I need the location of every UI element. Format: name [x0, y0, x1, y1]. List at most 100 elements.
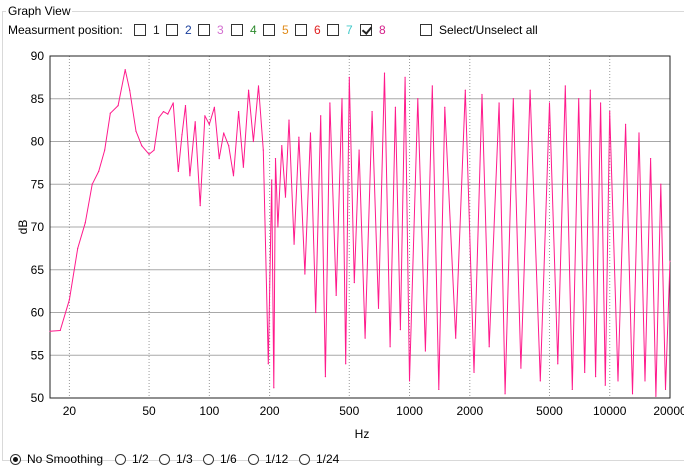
position-7-checkbox[interactable]: 7: [327, 22, 353, 38]
radio-circle[interactable]: [10, 453, 21, 465]
checkbox-box[interactable]: [134, 24, 146, 36]
chart-grid: [50, 55, 671, 399]
data-point: [199, 205, 201, 207]
data-point: [571, 388, 573, 391]
smoothing-label: 1/3: [176, 452, 193, 466]
data-point: [358, 149, 360, 151]
data-point: [399, 329, 401, 331]
smoothing-option-none[interactable]: No Smoothing: [10, 451, 103, 467]
radio-circle[interactable]: [115, 453, 126, 465]
y-tick-label: 55: [31, 348, 45, 362]
x-tick-label: 1000: [396, 404, 423, 418]
data-point: [604, 384, 606, 386]
data-point: [383, 72, 386, 74]
data-point: [172, 102, 174, 104]
smoothing-options: No Smoothing 1/2 1/3 1/6 1/12 1/24: [0, 451, 684, 467]
position-4-checkbox[interactable]: 4: [231, 22, 257, 38]
data-point: [438, 388, 440, 391]
x-tick-label: 20: [63, 404, 77, 418]
radio-circle[interactable]: [248, 453, 259, 465]
data-point: [512, 98, 514, 100]
x-tick-label: 10000: [593, 404, 627, 418]
data-point: [262, 149, 264, 151]
data-point: [77, 247, 79, 249]
data-point: [389, 346, 391, 348]
radio-circle[interactable]: [203, 453, 214, 465]
data-point: [223, 132, 225, 134]
checkbox-box[interactable]: [295, 24, 307, 36]
data-point: [324, 376, 327, 378]
radio-circle[interactable]: [299, 453, 310, 465]
checkbox-box[interactable]: [166, 24, 178, 36]
data-point: [345, 363, 347, 365]
data-point: [488, 346, 490, 348]
smoothing-option-1-3[interactable]: 1/3: [159, 451, 193, 467]
data-point: [364, 337, 366, 339]
checkbox-box[interactable]: [198, 24, 210, 36]
data-point: [104, 149, 106, 151]
data-point: [281, 145, 283, 147]
x-tick-label: 100: [199, 404, 219, 418]
select-all-checkbox[interactable]: Select/Unselect all: [420, 22, 538, 38]
smoothing-option-1-6[interactable]: 1/6: [203, 451, 237, 467]
measurement-position-row: Measurment position: 1 2 3 4 5 6 7 8 Sel…: [0, 22, 684, 38]
y-tick-labels: 50 55 60 65 70 75 80 85 90: [31, 50, 45, 405]
position-3-checkbox[interactable]: 3: [198, 22, 224, 38]
data-point: [129, 89, 131, 91]
data-point: [194, 121, 196, 123]
data-point: [649, 158, 652, 160]
series-layer: [49, 69, 671, 397]
smoothing-option-1-12[interactable]: 1/12: [248, 451, 288, 467]
smoothing-label: 1/24: [316, 452, 340, 466]
data-point: [638, 132, 640, 134]
data-point: [377, 307, 380, 309]
data-point: [177, 170, 179, 173]
series-line: [50, 69, 670, 397]
radio-circle[interactable]: [159, 453, 170, 465]
data-point: [267, 363, 269, 365]
data-point: [424, 350, 426, 352]
data-point: [59, 329, 61, 332]
y-tick-label: 90: [31, 50, 45, 63]
checkbox-box[interactable]: [231, 24, 243, 36]
data-point: [353, 281, 355, 284]
data-point: [584, 371, 586, 373]
data-point: [464, 89, 466, 91]
data-point: [213, 106, 216, 108]
position-7-label: 7: [346, 23, 353, 37]
data-point: [498, 102, 500, 104]
plot-frame: [49, 55, 671, 399]
position-1-checkbox[interactable]: 1: [134, 22, 160, 38]
smoothing-option-1-2[interactable]: 1/2: [115, 451, 149, 467]
data-point: [153, 149, 155, 151]
checkbox-box[interactable]: [360, 24, 372, 36]
x-tick-label: 5000: [536, 404, 563, 418]
data-point: [293, 243, 295, 245]
checkbox-box[interactable]: [263, 24, 275, 36]
data-point: [91, 183, 93, 185]
x-axis-label: Hz: [355, 427, 370, 441]
data-point: [394, 106, 397, 108]
data-point: [595, 376, 597, 378]
data-point: [162, 110, 165, 113]
position-6-checkbox[interactable]: 6: [295, 22, 321, 38]
checkbox-box[interactable]: [327, 24, 339, 36]
position-4-label: 4: [250, 23, 257, 37]
checkbox-box[interactable]: [420, 24, 432, 36]
data-point: [455, 337, 457, 339]
data-point: [371, 110, 373, 113]
smoothing-option-1-24[interactable]: 1/24: [299, 451, 339, 467]
measurement-position-label: Measurment position:: [8, 23, 123, 37]
position-5-checkbox[interactable]: 5: [263, 22, 289, 38]
graph-view-groupbox: [2, 11, 684, 461]
position-2-checkbox[interactable]: 2: [166, 22, 192, 38]
y-axis-label: dB: [16, 220, 30, 235]
data-point: [644, 380, 646, 382]
data-point: [228, 145, 230, 147]
data-point: [624, 123, 627, 125]
data-point: [135, 130, 137, 132]
data-point: [329, 102, 331, 104]
position-8-checkbox[interactable]: 8: [360, 22, 386, 38]
data-point: [660, 183, 662, 185]
x-tick-label: 20000: [653, 404, 684, 418]
